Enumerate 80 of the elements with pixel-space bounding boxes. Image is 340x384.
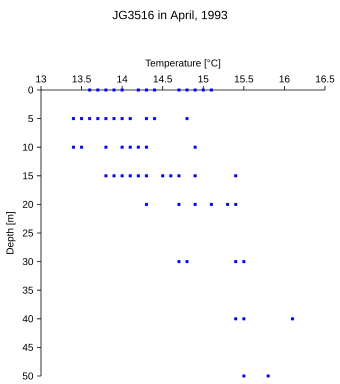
x-tick-label: 13 <box>36 75 46 82</box>
point <box>194 146 197 149</box>
point <box>112 174 116 178</box>
x-tick-label: 14 <box>117 76 128 82</box>
point <box>120 117 124 120</box>
point <box>242 260 246 264</box>
point <box>104 146 108 149</box>
point <box>234 174 238 178</box>
point <box>136 88 140 92</box>
y-tick-label: 20 <box>22 200 34 208</box>
point <box>234 260 238 264</box>
point <box>177 174 180 178</box>
point <box>112 117 116 120</box>
point <box>234 317 238 320</box>
point <box>194 88 197 92</box>
point <box>88 88 92 92</box>
x-tick-label: 16 <box>280 75 290 82</box>
point <box>177 260 180 264</box>
point <box>96 88 100 92</box>
x-tick-label: 15.5 <box>234 75 254 82</box>
point <box>120 88 124 92</box>
y-tick-label: 5 <box>28 115 34 122</box>
point <box>194 174 197 178</box>
point <box>72 146 75 149</box>
point <box>234 202 238 206</box>
point <box>210 202 213 206</box>
y-tick-label: 30 <box>22 258 34 266</box>
point <box>169 174 172 178</box>
point <box>144 88 148 92</box>
point <box>128 117 132 120</box>
point <box>177 88 180 92</box>
x-tick-label: 16.5 <box>316 75 334 82</box>
y-tick-label: 15 <box>23 172 34 180</box>
point <box>144 174 148 178</box>
point <box>104 88 108 92</box>
x-tick-label: 15 <box>198 75 208 82</box>
y-axis-title: Depth [m] <box>6 212 16 254</box>
y-tick-label: 0 <box>28 86 34 94</box>
point <box>153 117 156 120</box>
y-tick-label: 10 <box>23 144 34 151</box>
y-tick-label: 40 <box>22 315 34 322</box>
point <box>104 174 108 178</box>
point <box>266 374 270 378</box>
y-tick-label: 50 <box>22 372 34 380</box>
point <box>186 260 189 264</box>
y-tick-label: 25 <box>22 229 34 237</box>
point <box>128 146 132 149</box>
x-axis-title: Temperature [°C] <box>145 59 220 69</box>
point <box>128 174 132 178</box>
point <box>112 88 116 92</box>
point <box>177 202 180 206</box>
point <box>144 202 148 206</box>
point <box>210 88 213 92</box>
point <box>202 88 205 92</box>
point <box>186 117 189 120</box>
point <box>194 202 197 206</box>
point <box>120 146 124 149</box>
point <box>226 202 230 206</box>
point <box>242 317 246 320</box>
point <box>104 117 108 120</box>
point <box>186 88 189 92</box>
y-tick-label: 45 <box>22 344 34 351</box>
point <box>136 174 140 178</box>
point <box>120 174 124 178</box>
point <box>291 317 294 320</box>
point <box>136 146 140 149</box>
point <box>161 174 164 178</box>
point <box>242 374 246 378</box>
point <box>80 146 84 149</box>
point <box>144 146 148 149</box>
point <box>96 117 100 120</box>
point <box>80 117 84 120</box>
point <box>88 117 92 120</box>
point <box>153 88 156 92</box>
y-tick-label: 35 <box>22 286 34 294</box>
point <box>144 117 148 120</box>
x-tick-label: 13.5 <box>72 75 91 82</box>
chart-title: JG3516 in April, 1993 <box>112 10 228 22</box>
x-tick-label: 14.5 <box>154 75 172 82</box>
point <box>72 117 75 120</box>
